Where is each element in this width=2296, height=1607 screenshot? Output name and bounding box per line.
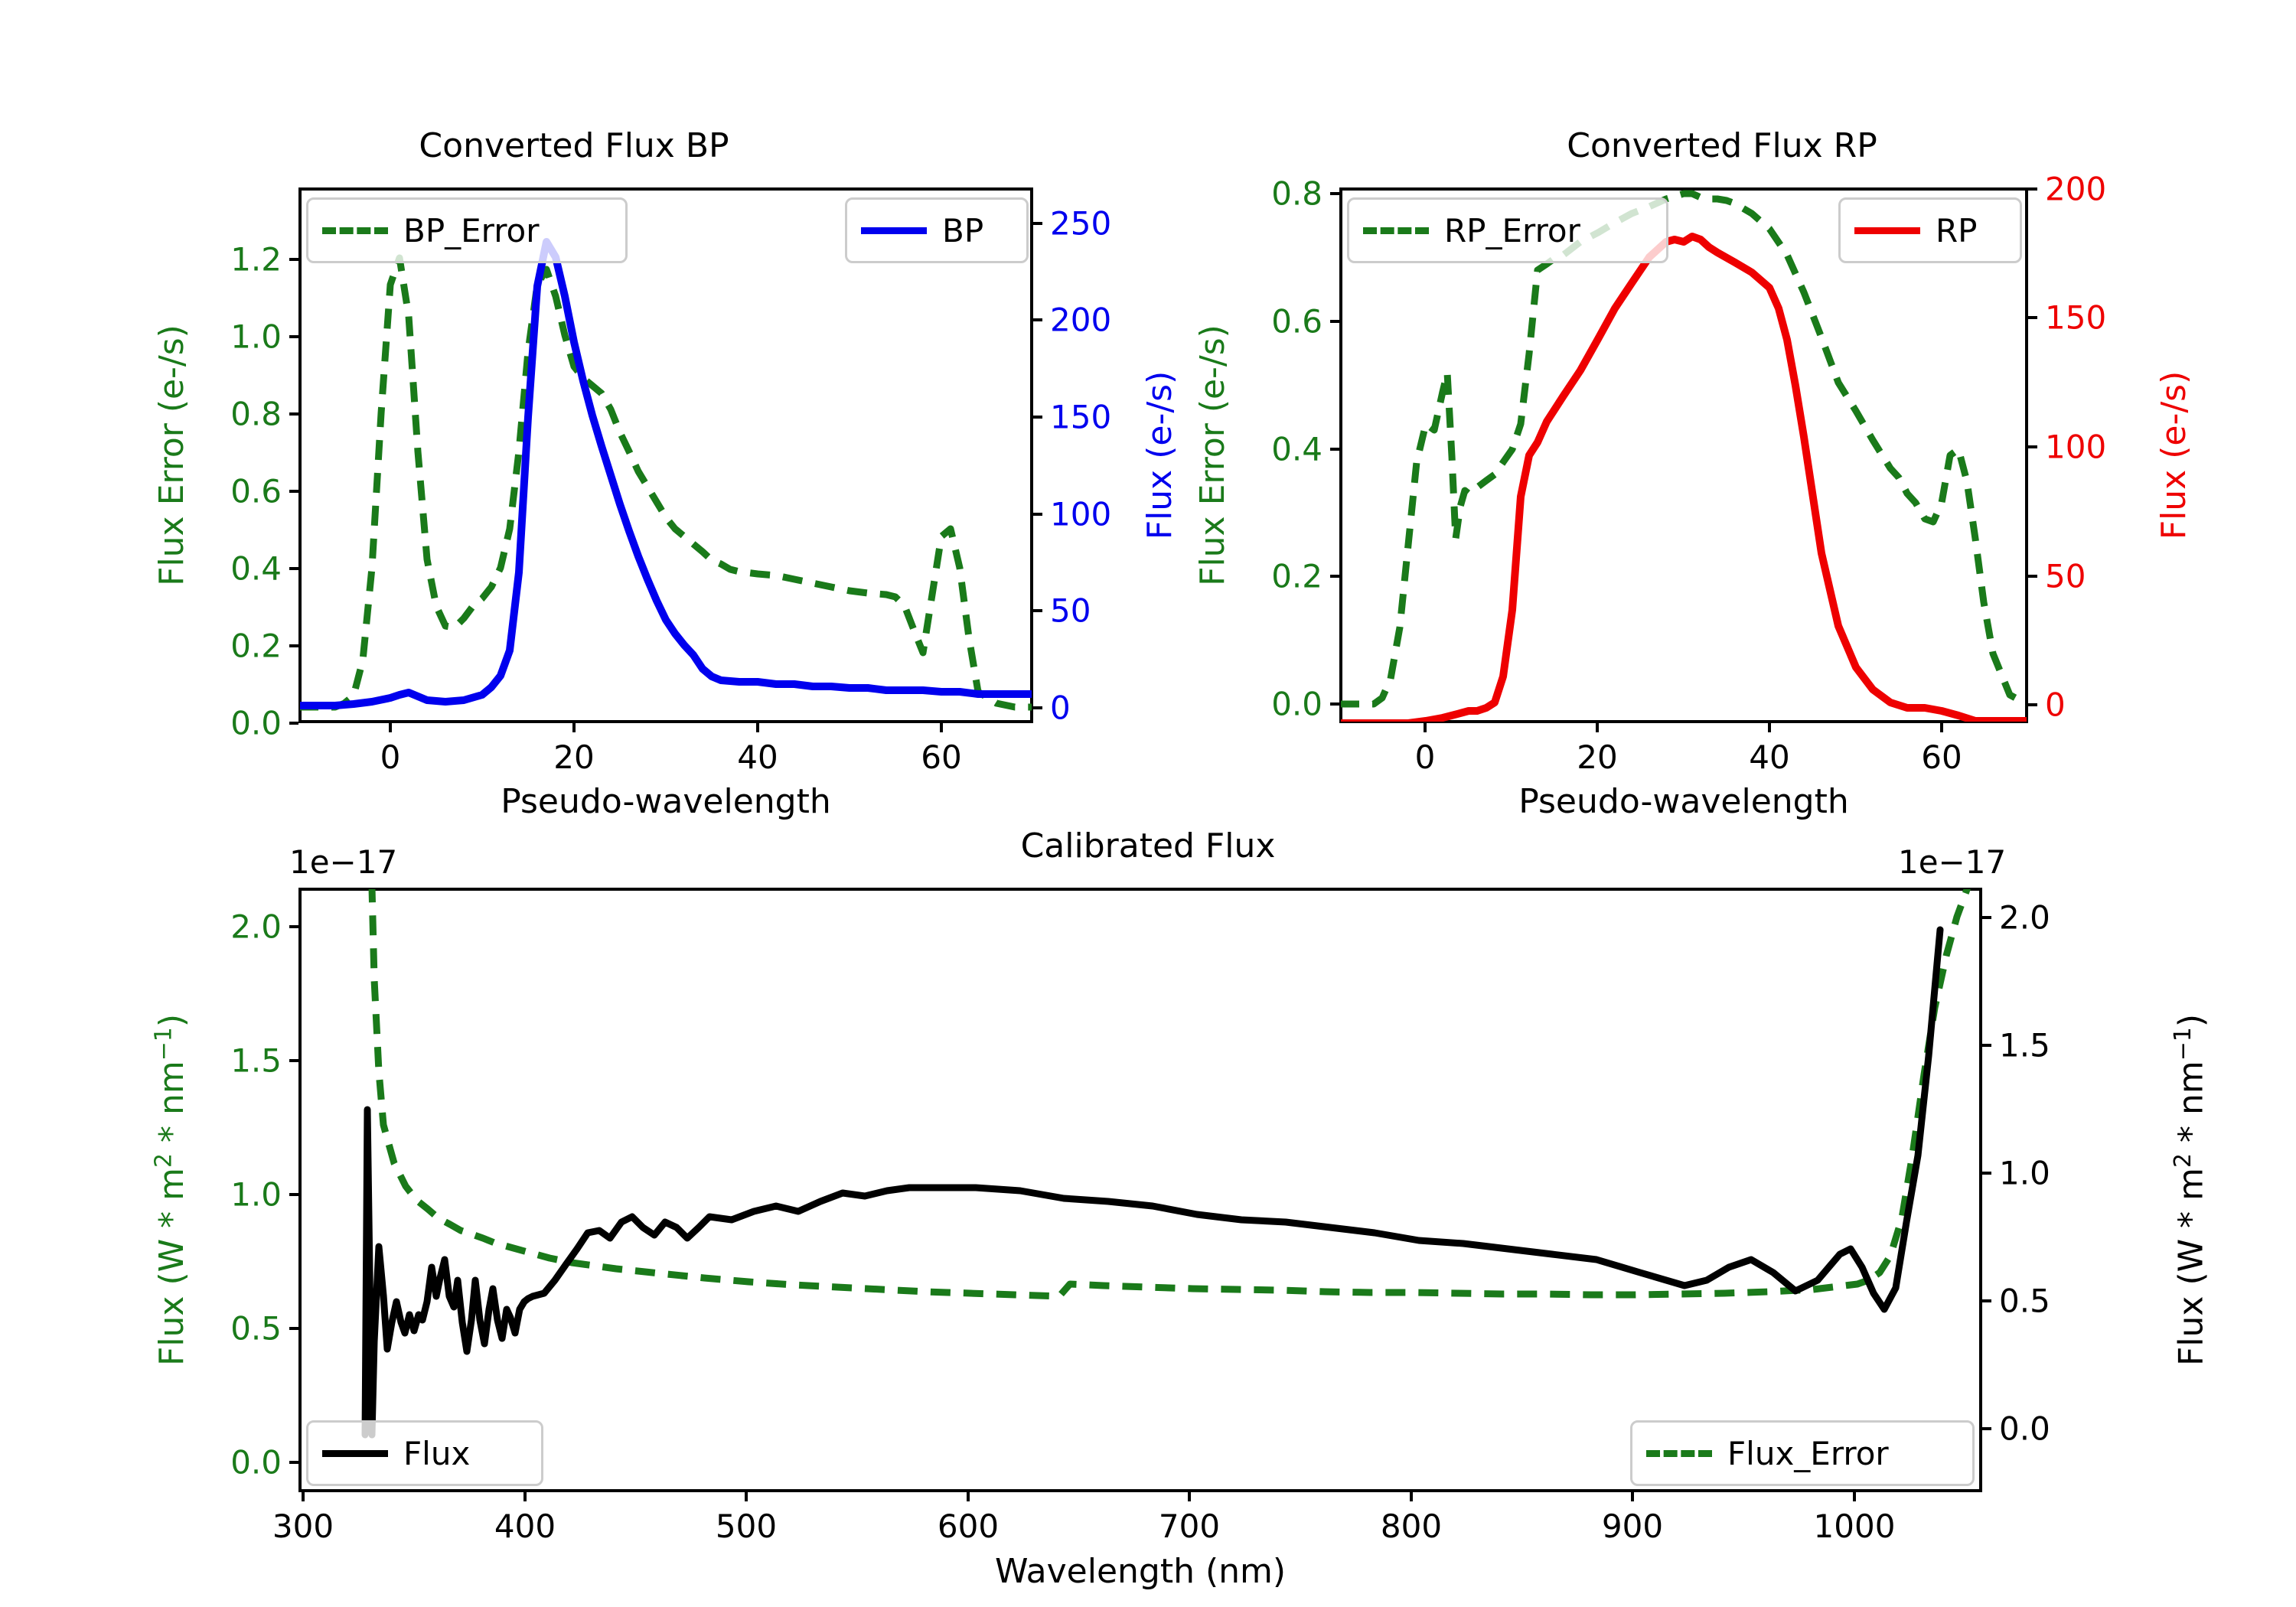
rp-ylabel-right: Flux (e-/s)	[2154, 370, 2193, 540]
rp-ytick-right-0: 0	[2045, 686, 2066, 724]
bp-xtick-1: 20	[553, 738, 595, 776]
calibrated-panel-title: Calibrated Flux	[1020, 826, 1276, 865]
bp-ytick-right-1: 50	[1050, 592, 1091, 630]
bp-ytick-right-5: 250	[1050, 204, 1112, 243]
rp-xtick-2: 40	[1749, 738, 1790, 776]
bp-ytick-left-1: 0.2	[230, 627, 282, 665]
panel-converted-flux-bp: Converted Flux BP 0.0 0.2 0.4 0.6 0.8 1.…	[0, 0, 1179, 826]
rp-xlabel: Pseudo-wavelength	[1518, 782, 1849, 821]
cal-flux-legend-label: Flux	[403, 1434, 471, 1472]
rp-flux-legend-swatch	[1854, 227, 1920, 234]
cal-ytick-right-1: 0.5	[1999, 1282, 2050, 1320]
cal-xtick-4: 700	[1158, 1508, 1221, 1545]
panel-calibrated-flux: Calibrated Flux 0.0 0.5 1.0 1.5 2.0 0.0 …	[0, 826, 2296, 1607]
rp-ytick-left-0: 0.0	[1271, 685, 1322, 723]
rp-ytick-left-2: 0.4	[1271, 430, 1322, 468]
calibrated-axes-frame	[298, 888, 1982, 1492]
cal-ytick-left-3: 1.5	[230, 1041, 282, 1080]
cal-offset-left: 1e−17	[289, 843, 398, 881]
cal-ytick-left-2: 1.0	[230, 1175, 282, 1214]
cal-ytick-left-1: 0.5	[230, 1309, 282, 1348]
bp-ylabel-left: Flux Error (e-/s)	[152, 324, 191, 586]
bp-xlabel: Pseudo-wavelength	[501, 782, 831, 821]
bp-axes-frame	[298, 187, 1033, 723]
bp-plot-curves	[300, 238, 1032, 711]
bp-ytick-left-5: 1.0	[230, 318, 282, 356]
calibrated-flux-error-curve	[368, 889, 1971, 1300]
bp-error-legend-label: BP_Error	[403, 211, 540, 249]
rp-ytick-left-4: 0.8	[1271, 174, 1322, 213]
cal-xtick-3: 600	[937, 1508, 1000, 1545]
bp-legend-flux[interactable]: BP	[845, 197, 1029, 263]
rp-ylabel-left: Flux Error (e-/s)	[1193, 324, 1232, 586]
bp-panel-title: Converted Flux BP	[419, 126, 729, 165]
bp-ytick-right-2: 100	[1050, 495, 1112, 533]
rp-plot-curves	[1341, 190, 2027, 722]
bp-ytick-left-0: 0.0	[230, 704, 282, 742]
cal-ylabel-left: Flux (W * m2 * nm−1)	[150, 1014, 191, 1366]
cal-legend-flux[interactable]: Flux	[306, 1420, 543, 1486]
cal-xtick-7: 1000	[1813, 1508, 1896, 1545]
rp-error-curve	[1341, 190, 2027, 708]
bp-ytick-left-4: 0.8	[230, 395, 282, 433]
cal-xtick-1: 400	[494, 1508, 556, 1545]
cal-xtick-5: 800	[1380, 1508, 1443, 1545]
cal-ytick-right-0: 0.0	[1999, 1410, 2050, 1448]
rp-ytick-right-2: 100	[2045, 428, 2107, 466]
rp-ytick-right-1: 50	[2045, 557, 2086, 595]
rp-ytick-right-4: 200	[2045, 170, 2107, 208]
cal-ylabel-right: Flux (W * m2 * nm−1)	[2170, 1014, 2211, 1366]
calibrated-flux-curve	[361, 926, 1944, 1439]
bp-tick-marks	[289, 222, 1042, 732]
bp-ytick-left-2: 0.4	[230, 549, 282, 588]
bp-legend-error[interactable]: BP_Error	[306, 197, 628, 263]
cal-xtick-0: 300	[272, 1508, 334, 1545]
calibrated-tick-marks	[289, 916, 1991, 1501]
rp-legend-flux[interactable]: RP	[1838, 197, 2022, 263]
rp-legend-error[interactable]: RP_Error	[1347, 197, 1668, 263]
rp-tick-marks	[1330, 187, 2037, 732]
cal-flux-legend-swatch	[322, 1449, 388, 1457]
bp-xtick-0: 0	[380, 738, 401, 776]
rp-ytick-right-3: 150	[2045, 298, 2107, 337]
rp-panel-title: Converted Flux RP	[1567, 126, 1877, 165]
cal-ytick-right-3: 1.5	[1999, 1026, 2050, 1064]
rp-flux-legend-label: RP	[1936, 211, 1978, 249]
panel-converted-flux-rp: Converted Flux RP 0.0 0.2 0.4 0.6 0.8 0 …	[1148, 0, 2296, 826]
rp-error-legend-label: RP_Error	[1444, 211, 1580, 249]
rp-ytick-left-1: 0.2	[1271, 557, 1322, 595]
rp-ytick-left-3: 0.6	[1271, 302, 1322, 341]
cal-legend-flux-error[interactable]: Flux_Error	[1630, 1420, 1975, 1486]
bp-flux-legend-label: BP	[942, 211, 984, 249]
bp-ytick-left-3: 0.6	[230, 472, 282, 510]
bp-ytick-right-0: 0	[1050, 689, 1071, 727]
cal-offset-right: 1e−17	[1898, 843, 2007, 881]
cal-ytick-right-4: 2.0	[1999, 898, 2050, 937]
bp-flux-legend-swatch	[861, 227, 927, 234]
bp-xtick-3: 60	[921, 738, 962, 776]
rp-flux-curve	[1341, 233, 2027, 722]
cal-xlabel: Wavelength (nm)	[994, 1552, 1287, 1591]
bp-flux-curve	[300, 238, 1032, 709]
bp-ytick-left-6: 1.2	[230, 240, 282, 279]
cal-flux-error-legend-label: Flux_Error	[1727, 1434, 1889, 1472]
cal-ytick-left-4: 2.0	[230, 908, 282, 946]
rp-error-legend-swatch	[1363, 227, 1429, 234]
cal-flux-error-legend-swatch	[1646, 1449, 1712, 1457]
bp-ytick-right-3: 150	[1050, 398, 1112, 436]
rp-xtick-3: 60	[1921, 738, 1962, 776]
cal-ytick-right-2: 1.0	[1999, 1154, 2050, 1192]
bp-ytick-right-4: 200	[1050, 301, 1112, 339]
rp-xtick-0: 0	[1414, 738, 1436, 776]
bp-error-curve	[300, 254, 1032, 711]
calibrated-plot-curves	[361, 889, 1971, 1439]
rp-axes-frame	[1339, 187, 2028, 723]
cal-xtick-2: 500	[715, 1508, 778, 1545]
cal-xtick-6: 900	[1601, 1508, 1664, 1545]
bp-xtick-2: 40	[737, 738, 778, 776]
bp-error-legend-swatch	[322, 227, 388, 234]
rp-xtick-1: 20	[1577, 738, 1618, 776]
cal-ytick-left-0: 0.0	[230, 1443, 282, 1482]
